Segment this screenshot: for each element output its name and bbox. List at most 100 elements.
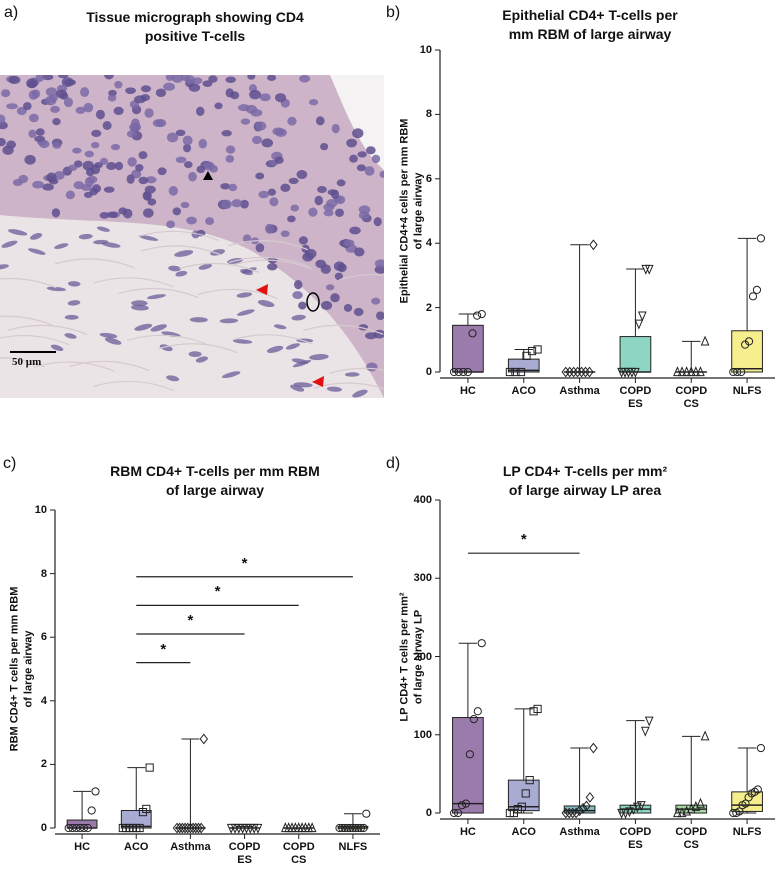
- stroma-nucleus: [236, 292, 253, 298]
- point: [83, 823, 92, 833]
- stroma-nucleus: [195, 356, 208, 363]
- nucleus: [299, 75, 311, 83]
- point: [644, 264, 654, 275]
- nucleus: [126, 174, 135, 184]
- nucleus: [51, 208, 61, 218]
- point: [582, 800, 591, 812]
- y-tick-label: 8: [40, 567, 47, 580]
- nucleus: [0, 114, 6, 124]
- nucleus: [252, 135, 263, 145]
- nucleus: [320, 300, 333, 310]
- point: [473, 311, 482, 320]
- nucleus: [32, 180, 44, 189]
- fiber: [0, 334, 70, 346]
- nucleus: [127, 157, 137, 167]
- nucleus: [220, 183, 231, 190]
- y-tick-label: 10: [34, 504, 47, 516]
- stroma-nucleus: [138, 235, 159, 241]
- nucleus: [110, 143, 121, 151]
- nucleus: [231, 199, 243, 208]
- point: [449, 367, 459, 377]
- nucleus: [261, 138, 274, 148]
- y-tick-label: 6: [425, 172, 432, 185]
- y-axis-label: RBM CD4+ T cells per mm RBM of large air…: [8, 586, 35, 752]
- nucleus: [6, 103, 18, 110]
- stroma-nucleus: [344, 372, 360, 377]
- point: [338, 823, 347, 833]
- stroma-nucleus: [293, 382, 313, 388]
- x-tick-label: COPD ES: [619, 385, 652, 411]
- point: [346, 823, 355, 833]
- panel-label: d): [386, 455, 401, 472]
- nucleus: [186, 216, 197, 225]
- point: [477, 639, 486, 648]
- nucleus: [287, 116, 297, 126]
- point: [753, 785, 762, 794]
- stroma-nucleus: [96, 226, 110, 232]
- nucleus: [106, 162, 117, 170]
- x-tick-label: Asthma: [559, 826, 600, 838]
- fiber: [303, 324, 384, 335]
- nucleus: [42, 183, 54, 191]
- nucleus: [296, 169, 308, 180]
- point: [517, 802, 526, 811]
- nucleus: [198, 138, 208, 149]
- stroma-nucleus: [241, 267, 257, 274]
- point: [585, 366, 594, 378]
- point: [673, 366, 682, 377]
- point: [568, 807, 577, 819]
- nucleus: [280, 183, 291, 193]
- nucleus: [196, 165, 206, 174]
- y-tick-label: 0: [425, 366, 432, 378]
- box: [452, 324, 484, 373]
- nucleus: [104, 75, 114, 80]
- nucleus: [335, 208, 344, 217]
- nucleus: [48, 178, 59, 185]
- arrow-black: [203, 171, 213, 180]
- nucleus: [166, 132, 179, 143]
- nucleus: [315, 259, 327, 269]
- nucleus: [52, 118, 61, 126]
- nucleus: [8, 75, 21, 85]
- nucleus: [63, 97, 73, 108]
- point: [465, 750, 474, 759]
- nucleus: [225, 88, 234, 98]
- nucleus: [49, 94, 58, 102]
- point: [581, 366, 590, 378]
- fiber: [0, 277, 57, 289]
- fiber: [93, 380, 174, 392]
- stroma-nucleus: [130, 300, 148, 307]
- y-tick-label: 0: [40, 822, 47, 834]
- point: [575, 805, 584, 817]
- point: [756, 743, 766, 753]
- stroma-nucleus: [78, 233, 93, 240]
- point: [91, 787, 100, 796]
- arrow-red: [312, 376, 324, 387]
- nucleus: [349, 154, 358, 163]
- point: [640, 726, 650, 737]
- y-tick-label: 400: [413, 494, 432, 506]
- nucleus: [122, 208, 133, 219]
- point: [673, 807, 682, 818]
- nucleus: [52, 141, 62, 149]
- nucleus: [352, 128, 364, 139]
- stroma-nucleus: [93, 239, 109, 245]
- nucleus: [180, 201, 190, 209]
- nucleus: [240, 118, 251, 125]
- stroma-nucleus: [291, 358, 309, 364]
- nucleus: [171, 75, 184, 83]
- stroma-nucleus: [266, 345, 284, 354]
- nucleus: [142, 190, 152, 201]
- nucleus: [214, 102, 223, 110]
- nucleus: [175, 156, 187, 163]
- cell-circle: [306, 292, 320, 312]
- nucleus: [83, 102, 94, 113]
- point: [756, 234, 766, 243]
- point: [621, 808, 630, 819]
- nucleus: [106, 211, 118, 218]
- nucleus: [255, 172, 265, 180]
- stroma-nucleus: [273, 324, 287, 330]
- stroma-nucleus: [67, 281, 81, 287]
- point: [521, 789, 530, 798]
- point: [533, 345, 542, 354]
